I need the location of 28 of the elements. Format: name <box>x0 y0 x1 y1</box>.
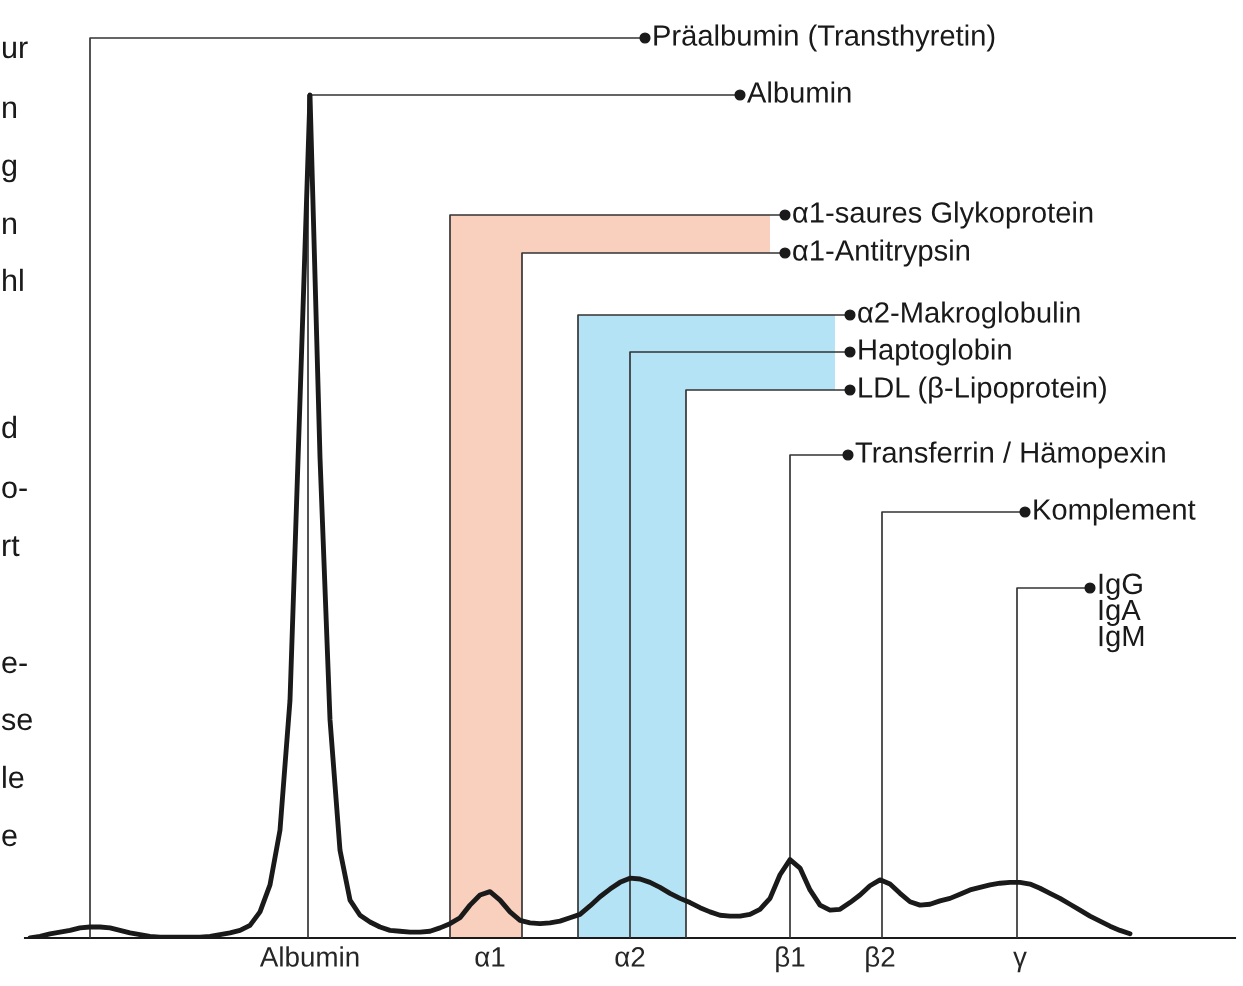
text: g <box>2 159 17 183</box>
annotation: Haptoglobin <box>859 338 1011 366</box>
text: n <box>3 217 17 234</box>
text: e <box>2 829 17 847</box>
annotation: e- <box>2 656 27 674</box>
text: hl <box>3 268 23 291</box>
x-tick-label: γ <box>1013 951 1027 973</box>
annotation: Komplement <box>1034 498 1196 526</box>
annotation: α2-Makroglobulin <box>858 301 1080 329</box>
text: rt <box>3 536 20 557</box>
text: d <box>2 415 17 439</box>
x-tick-label: Albumin <box>259 946 359 967</box>
annotation: IgG IgA IgM <box>1099 573 1144 653</box>
annotation: Transferrin / Hämopexin <box>855 441 1165 469</box>
x-tick-label: β2 <box>866 946 895 973</box>
annotation: α1-saures Glykoprotein <box>793 201 1093 229</box>
annotation: se <box>1 713 32 731</box>
text: le <box>3 765 24 789</box>
annotation: LDL (β-Lipoprotein) <box>859 376 1106 404</box>
x-tick-label: β1 <box>776 946 805 973</box>
x-tick-label: α1 <box>475 947 505 967</box>
annotation: Albumin <box>747 81 851 103</box>
text: Präalbumin (Transthyretin) <box>654 24 995 52</box>
annotation: α1-Antitrypsin <box>793 239 970 267</box>
x-tick-label: α2 <box>615 947 645 967</box>
annotation: o- <box>2 481 27 499</box>
text: n <box>3 101 17 118</box>
text: ur <box>2 41 28 59</box>
